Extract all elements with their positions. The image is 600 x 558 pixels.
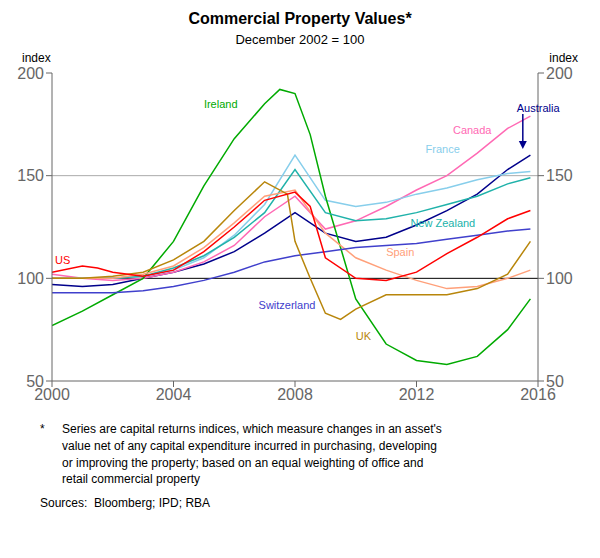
html-text:Series are capital returns ind: Series are capital returns indices, whic…: [62, 422, 442, 436]
html-text:December 2002 = 100: December 2002 = 100: [235, 32, 365, 47]
svg-text:200: 200: [546, 65, 573, 82]
svg-text:Australia: Australia: [517, 102, 561, 114]
html-text:index: index: [22, 51, 51, 65]
svg-text:50: 50: [546, 373, 564, 390]
svg-text:Canada: Canada: [453, 124, 492, 136]
svg-text:100: 100: [17, 270, 44, 287]
svg-text:2008: 2008: [277, 386, 313, 403]
svg-text:150: 150: [17, 167, 44, 184]
svg-text:150: 150: [546, 167, 573, 184]
svg-text:US: US: [55, 254, 70, 266]
html-text:value net of any capital expen: value net of any capital expenditure inc…: [62, 438, 437, 453]
svg-text:New Zealand: New Zealand: [410, 217, 475, 229]
svg-text:France: France: [426, 143, 460, 155]
svg-text:UK: UK: [356, 330, 372, 342]
svg-text:Switzerland: Switzerland: [259, 299, 316, 311]
svg-text:2004: 2004: [156, 386, 192, 403]
svg-text:Ireland: Ireland: [204, 98, 238, 110]
html-text:retail commercial property: retail commercial property: [62, 472, 200, 487]
svg-text:50: 50: [26, 373, 44, 390]
html-text:or improving the property; bas: or improving the property; based on an e…: [62, 455, 424, 470]
svg-text:2000: 2000: [34, 386, 70, 404]
svg-text:100: 100: [546, 270, 573, 287]
svg-text:200: 200: [17, 65, 44, 82]
html-text:Commercial Property Values*: Commercial Property Values*: [188, 10, 412, 27]
svg-text:2012: 2012: [399, 386, 435, 403]
svg-text:Spain: Spain: [386, 246, 414, 258]
svg-text:2016: 2016: [520, 386, 556, 404]
html-text:Sources: Bloomberg; IPD; RBA: Sources: Bloomberg; IPD; RBA: [40, 496, 211, 511]
html-text:index: index: [549, 51, 578, 65]
